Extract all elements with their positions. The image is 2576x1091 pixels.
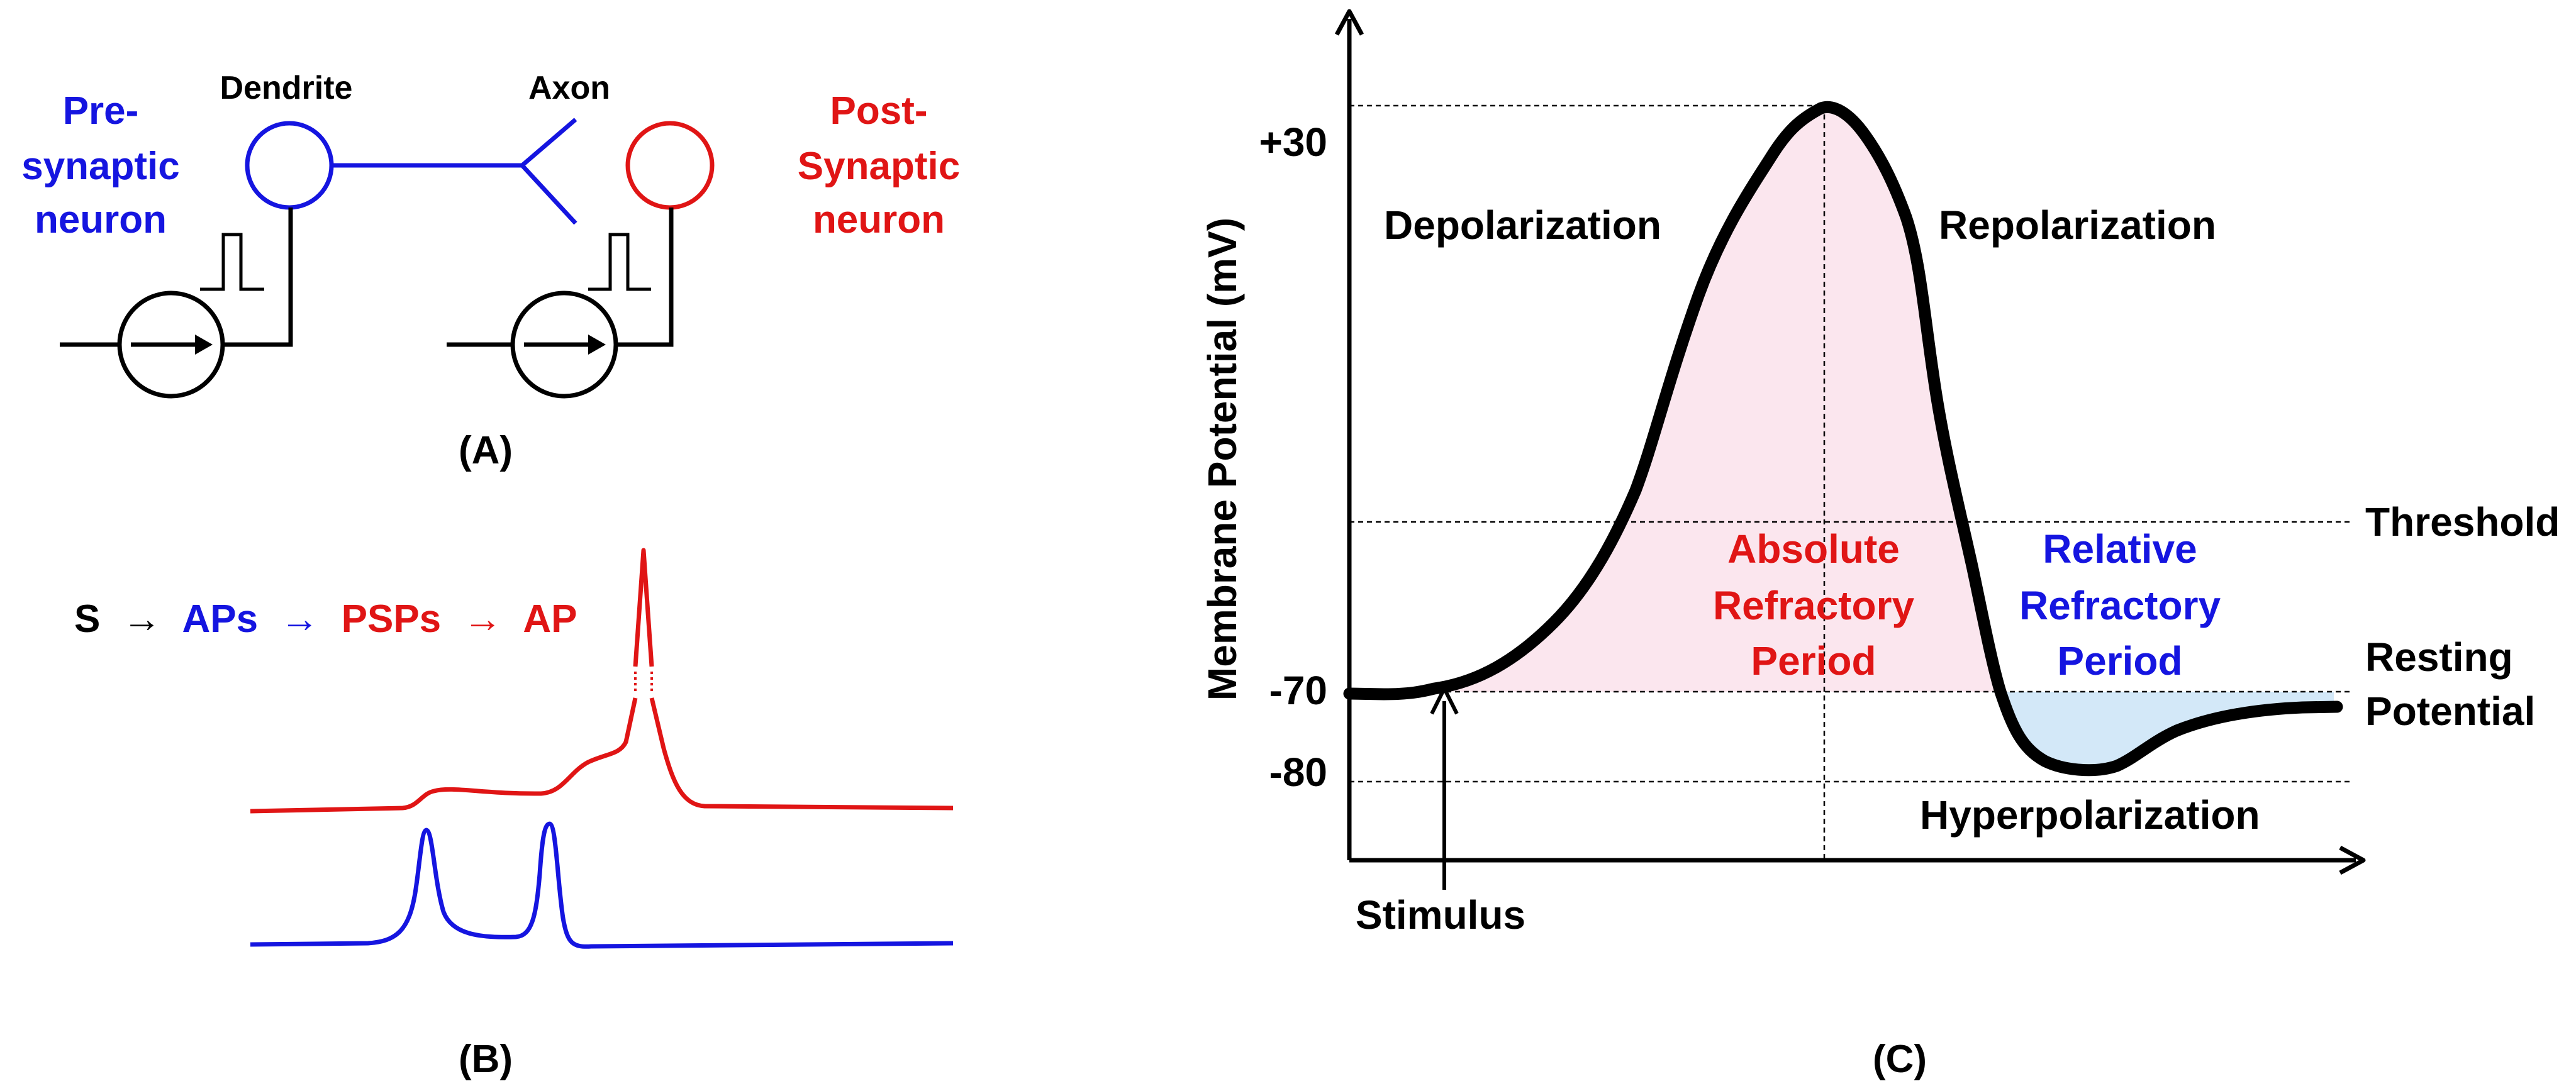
pre-synaptic-soma bbox=[245, 121, 334, 210]
sequence-aps: APs bbox=[182, 597, 259, 641]
post-synaptic-label-line3: neuron bbox=[813, 198, 945, 241]
absolute-refractory-region bbox=[1434, 107, 2000, 692]
sequence-arrow-1: → bbox=[123, 597, 162, 641]
relative-refractory-label-line3: Period bbox=[2057, 638, 2182, 684]
y-axis-label: Membrane Potential (mV) bbox=[1200, 218, 1245, 701]
panel-c-caption: (C) bbox=[1873, 1038, 1927, 1081]
post-synaptic-soma bbox=[625, 121, 715, 210]
tick-plus-30: +30 bbox=[1259, 119, 1327, 165]
sequence-psps: PSPs bbox=[342, 597, 442, 641]
axon-terminal bbox=[518, 118, 577, 225]
pre-synaptic-label-line2: synaptic bbox=[21, 145, 180, 188]
y-axis-arrowhead bbox=[1334, 9, 1364, 36]
pre-synaptic-label-line1: Pre- bbox=[63, 89, 139, 133]
stimulus-label: Stimulus bbox=[1356, 892, 1525, 938]
absolute-refractory-label-line2: Refractory bbox=[1713, 583, 1915, 628]
pre-pulse-icon bbox=[200, 233, 264, 291]
post-synaptic-label-line1: Post- bbox=[830, 89, 928, 133]
resting-potential-label-line2: Potential bbox=[2365, 689, 2535, 734]
post-pulse-icon bbox=[588, 233, 651, 291]
pre-synaptic-label-line3: neuron bbox=[35, 198, 167, 241]
postsynaptic-potential-trace bbox=[250, 548, 954, 814]
hyperpolarization-label: Hyperpolarization bbox=[1920, 792, 2260, 838]
x-axis-arrowhead bbox=[2339, 845, 2366, 875]
tick-minus-80: -80 bbox=[1269, 750, 1328, 795]
post-current-arrowhead bbox=[588, 335, 606, 355]
sequence-label: S → APs → PSPs → AP bbox=[74, 597, 577, 641]
post-synaptic-label-line2: Synaptic bbox=[798, 145, 960, 188]
post-circuit-output-wire bbox=[616, 208, 674, 347]
dendrite-label: Dendrite bbox=[220, 70, 353, 106]
presynaptic-action-potential-trace bbox=[250, 821, 954, 949]
relative-refractory-label-line2: Refractory bbox=[2019, 583, 2221, 628]
panel-c: Membrane Potential (mV) +30 -70 -80 Depo… bbox=[1200, 9, 2560, 1081]
action-potential-curve bbox=[1343, 101, 2343, 777]
threshold-label: Threshold bbox=[2365, 499, 2560, 545]
depolarization-label: Depolarization bbox=[1384, 202, 1661, 248]
tick-minus-70: -70 bbox=[1269, 668, 1328, 713]
sequence-arrow-3: → bbox=[463, 597, 502, 641]
resting-potential-label-line1: Resting bbox=[2365, 634, 2513, 680]
repolarization-label: Repolarization bbox=[1939, 202, 2216, 248]
spike-gap-dots bbox=[634, 672, 653, 693]
pre-current-arrowhead bbox=[195, 335, 213, 355]
sequence-s: S bbox=[74, 597, 100, 641]
panel-b-caption: (B) bbox=[459, 1038, 513, 1081]
pre-circuit-output-wire bbox=[223, 208, 293, 347]
relative-refractory-label-line1: Relative bbox=[2043, 526, 2197, 572]
panel-b: S → APs → PSPs → AP (B) bbox=[74, 548, 954, 1081]
axon-label: Axon bbox=[528, 70, 610, 106]
absolute-refractory-label-line3: Period bbox=[1751, 638, 1876, 684]
panel-a-caption: (A) bbox=[459, 429, 513, 472]
panel-a: Pre- synaptic neuron Dendrite Axon Post-… bbox=[21, 70, 960, 472]
sequence-ap: AP bbox=[523, 597, 577, 641]
sequence-arrow-2: → bbox=[280, 597, 319, 641]
absolute-refractory-label-line1: Absolute bbox=[1727, 526, 1900, 572]
stimulus-arrowhead bbox=[1430, 687, 1459, 715]
